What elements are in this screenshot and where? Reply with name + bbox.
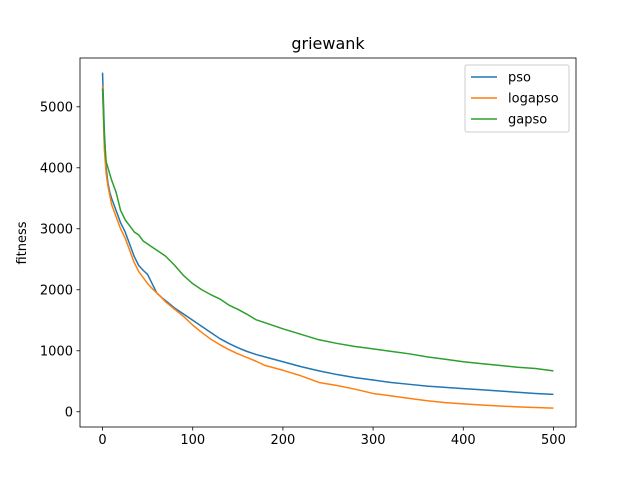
chart-title: griewank	[291, 34, 365, 53]
legend: pso logapso gapso	[464, 64, 570, 133]
y-tick-label-2000: 2000	[40, 283, 73, 298]
y-tick-label-1000: 1000	[40, 344, 73, 359]
legend-label-logapso: logapso	[508, 92, 559, 107]
y-axis-label: fitness	[15, 221, 30, 264]
x-tick-label-500: 500	[541, 433, 566, 448]
y-tick-label-3000: 3000	[40, 222, 73, 237]
y-tick-label-5000: 5000	[40, 100, 73, 115]
series-line-pso	[101, 72, 554, 396]
y-tick-label-4000: 4000	[40, 161, 73, 176]
y-tick-label-0: 0	[65, 405, 73, 420]
x-tick-label-100: 100	[180, 433, 205, 448]
legend-box	[464, 64, 570, 133]
plot-frame	[79, 57, 577, 428]
series-layer	[101, 72, 554, 409]
x-tick-label-200: 200	[270, 433, 295, 448]
x-tick-label-400: 400	[451, 433, 476, 448]
series-line-gapso	[101, 88, 554, 372]
series-line-logapso	[101, 85, 554, 409]
x-tick-label-300: 300	[361, 433, 386, 448]
x-tick-label-0: 0	[98, 433, 106, 448]
legend-label-pso: pso	[508, 71, 531, 86]
legend-label-gapso: gapso	[508, 113, 547, 128]
